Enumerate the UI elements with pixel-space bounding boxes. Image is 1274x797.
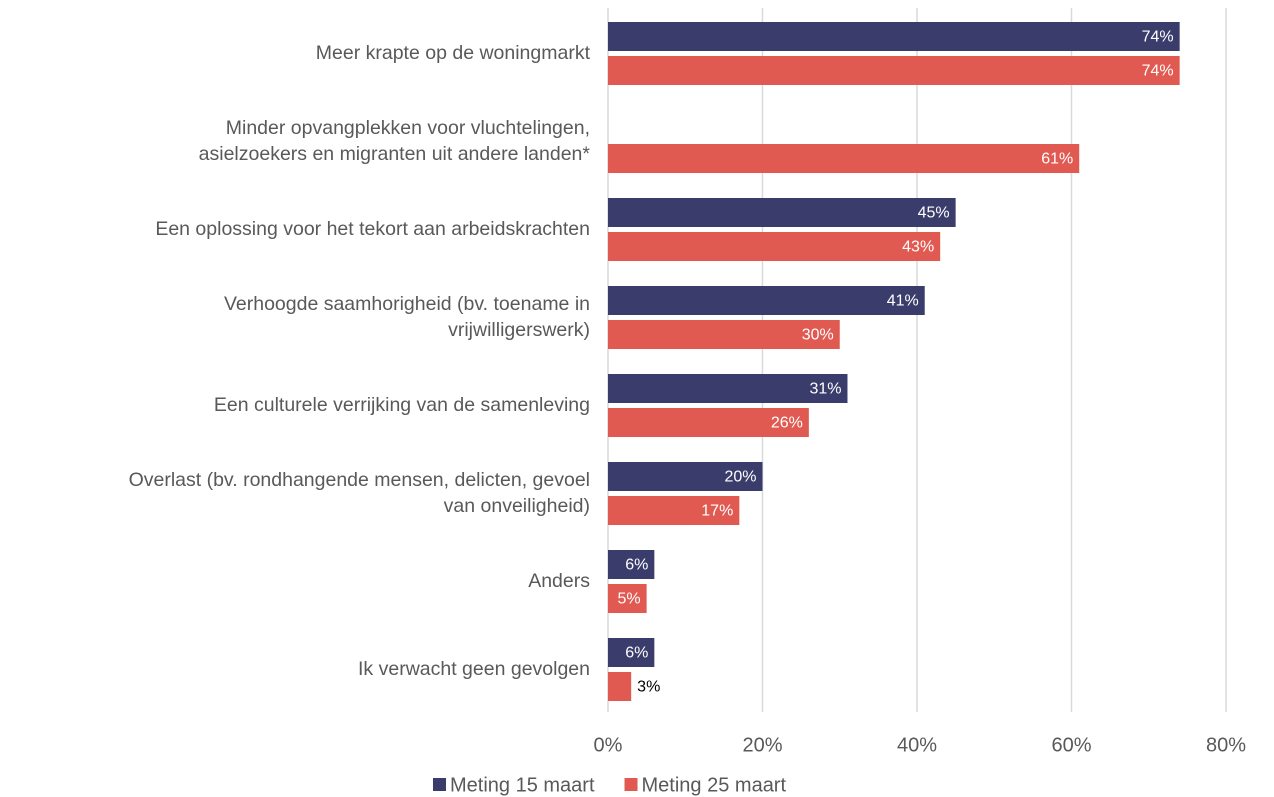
bar xyxy=(608,638,655,667)
x-tick-label: 80% xyxy=(1206,734,1246,756)
bar xyxy=(608,22,1180,51)
x-tick-label: 0% xyxy=(594,734,623,756)
data-label: 17% xyxy=(701,503,733,520)
bar xyxy=(608,320,840,349)
data-label: 41% xyxy=(887,293,919,310)
category-label: Overlast (bv. rondhangende mensen, delic… xyxy=(128,469,590,517)
data-label: 3% xyxy=(637,679,660,696)
category-label: Een culturele verrijking van de samenlev… xyxy=(213,394,590,416)
data-label: 5% xyxy=(618,591,641,608)
data-label: 74% xyxy=(1142,29,1174,46)
data-label: 26% xyxy=(771,415,803,432)
data-label: 61% xyxy=(1041,151,1073,168)
category-label: Meer krapte op de woningmarkt xyxy=(315,42,590,64)
data-label: 20% xyxy=(724,469,756,486)
bar xyxy=(608,56,1180,85)
category-label: Minder opvangplekken voor vluchtelingen,… xyxy=(198,117,590,165)
data-label: 6% xyxy=(625,557,648,574)
data-label: 30% xyxy=(802,327,834,344)
data-label: 45% xyxy=(918,205,950,222)
legend-label: Meting 25 maart xyxy=(642,774,787,796)
x-tick-label: 60% xyxy=(1051,734,1091,756)
legend-label: Meting 15 maart xyxy=(450,774,595,796)
bar xyxy=(608,232,941,261)
x-tick-label: 40% xyxy=(897,734,937,756)
bar xyxy=(608,462,763,491)
category-label: Ik verwacht geen gevolgen xyxy=(358,658,590,680)
legend-swatch xyxy=(624,778,638,791)
bar xyxy=(608,496,740,525)
category-label: Een oplossing voor het tekort aan arbeid… xyxy=(155,218,590,240)
data-label: 31% xyxy=(809,381,841,398)
bar xyxy=(608,198,956,227)
bar xyxy=(608,584,647,613)
bar xyxy=(608,672,632,701)
legend-swatch xyxy=(433,778,446,791)
bar xyxy=(608,374,848,403)
bar xyxy=(608,144,1080,173)
bar xyxy=(608,550,655,579)
data-label: 6% xyxy=(625,645,648,662)
category-label: Verhoogde saamhorigheid (bv. toename in … xyxy=(223,293,590,341)
category-label: Anders xyxy=(528,570,590,592)
data-label: 43% xyxy=(902,239,934,256)
bar xyxy=(608,408,809,437)
data-label: 74% xyxy=(1142,63,1174,80)
bar xyxy=(608,286,925,315)
x-tick-label: 20% xyxy=(742,734,782,756)
